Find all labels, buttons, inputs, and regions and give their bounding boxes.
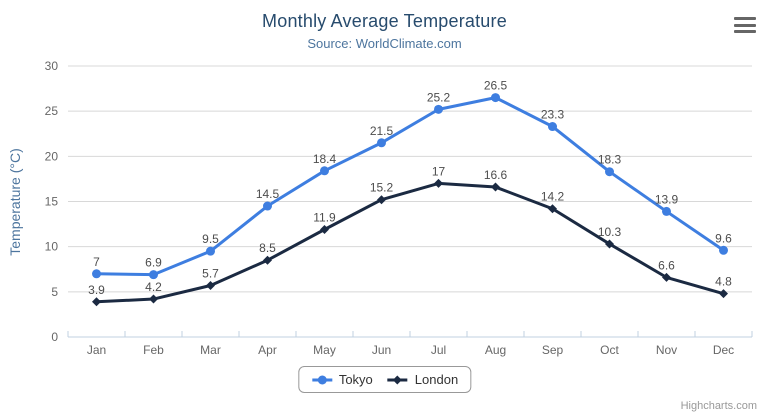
london-point-marker[interactable]: [92, 297, 101, 307]
point-data-label: 5.7: [202, 267, 219, 281]
point-data-label: 14.2: [541, 190, 565, 204]
point-data-label: 4.8: [715, 275, 732, 289]
x-axis-label: Oct: [600, 343, 619, 357]
x-axis-label: Jan: [87, 343, 106, 357]
point-data-label: 3.9: [88, 283, 105, 297]
point-data-label: 15.2: [370, 181, 394, 195]
x-axis-label: May: [313, 343, 336, 357]
tokyo-series-line: [96, 96, 725, 277]
point-data-label: 26.5: [484, 79, 508, 93]
point-data-label: 9.5: [202, 232, 219, 246]
london-point-marker[interactable]: [491, 182, 500, 192]
point-data-label: 18.3: [598, 153, 622, 167]
point-data-label: 18.4: [313, 152, 337, 166]
credits-label[interactable]: Highcharts.com: [680, 400, 757, 412]
tokyo-point-marker[interactable]: [377, 138, 386, 148]
london-point-marker[interactable]: [263, 255, 272, 265]
point-data-label: 25.2: [427, 90, 451, 104]
point-data-label: 11.9: [313, 211, 336, 225]
x-axis-label: Jul: [431, 343, 446, 357]
london-point-marker[interactable]: [320, 225, 329, 235]
london-point-marker[interactable]: [149, 294, 158, 304]
london-legend-marker-icon: [387, 375, 408, 384]
legend-label-tokyo: Tokyo: [338, 372, 373, 387]
x-axis-label: Apr: [258, 343, 277, 357]
point-data-label: 23.3: [541, 108, 565, 122]
x-axis-label: Jun: [372, 343, 391, 357]
y-axis-tick-label: 30: [45, 59, 59, 73]
hamburger-icon: [734, 30, 756, 33]
chart-title: Monthly Average Temperature: [262, 11, 507, 31]
y-axis-tick-label: 5: [51, 285, 58, 299]
tokyo-point-marker[interactable]: [434, 104, 443, 114]
y-axis-tick-label: 0: [51, 330, 58, 344]
x-axis-label: Sep: [542, 343, 564, 357]
point-data-label: 10.3: [598, 225, 622, 239]
london-point-marker[interactable]: [377, 195, 386, 205]
x-axis-label: Dec: [713, 343, 734, 357]
london-point-marker[interactable]: [662, 272, 671, 282]
legend-label-london: London: [414, 372, 459, 387]
tokyo-point-marker[interactable]: [320, 166, 329, 176]
chart-subtitle: Source: WorldClimate.com: [307, 36, 462, 51]
x-axis-label: Aug: [485, 343, 506, 357]
hamburger-icon: [734, 17, 756, 20]
london-series-line: [96, 181, 724, 304]
point-data-label: 7: [93, 255, 100, 269]
london-point-marker[interactable]: [719, 289, 728, 299]
x-axis-label: Mar: [200, 343, 221, 357]
export-menu-button[interactable]: [732, 15, 758, 35]
point-data-label: 6.9: [145, 256, 162, 270]
point-data-label: 17: [432, 164, 446, 178]
y-axis-tick-label: 10: [45, 240, 59, 254]
legend-item-london[interactable]: London: [387, 372, 458, 387]
point-data-label: 6.6: [658, 258, 675, 272]
point-data-label: 16.6: [484, 168, 508, 182]
tokyo-point-marker[interactable]: [662, 206, 671, 216]
y-axis-title: Temperature (°C): [7, 148, 23, 256]
tokyo-point-marker[interactable]: [149, 270, 158, 280]
tokyo-point-marker[interactable]: [605, 167, 614, 177]
x-axis-label: Nov: [656, 343, 677, 357]
tokyo-point-marker[interactable]: [263, 201, 272, 211]
tokyo-legend-marker-icon: [311, 375, 332, 384]
point-data-label: 8.5: [259, 241, 276, 255]
hamburger-icon: [734, 23, 756, 27]
legend-item-tokyo[interactable]: Tokyo: [311, 372, 373, 387]
point-data-label: 4.2: [145, 280, 162, 294]
legend: Tokyo London: [297, 366, 472, 393]
point-data-label: 9.6: [715, 231, 732, 245]
tokyo-point-marker[interactable]: [92, 269, 101, 279]
y-axis-tick-label: 15: [45, 195, 59, 209]
point-data-label: 13.9: [655, 192, 679, 206]
london-point-marker[interactable]: [206, 281, 215, 291]
tokyo-point-marker[interactable]: [548, 122, 557, 132]
london-point-marker[interactable]: [434, 178, 443, 188]
london-point-marker[interactable]: [548, 204, 557, 214]
y-axis-tick-label: 20: [45, 149, 59, 163]
point-data-label: 21.5: [370, 124, 394, 138]
y-axis-tick-label: 25: [45, 104, 59, 118]
point-data-label: 14.5: [256, 187, 280, 201]
tokyo-point-marker[interactable]: [491, 93, 500, 103]
x-axis-label: Feb: [143, 343, 164, 357]
london-point-marker[interactable]: [605, 239, 614, 249]
tokyo-point-marker[interactable]: [719, 245, 728, 255]
tokyo-point-marker[interactable]: [206, 246, 215, 256]
